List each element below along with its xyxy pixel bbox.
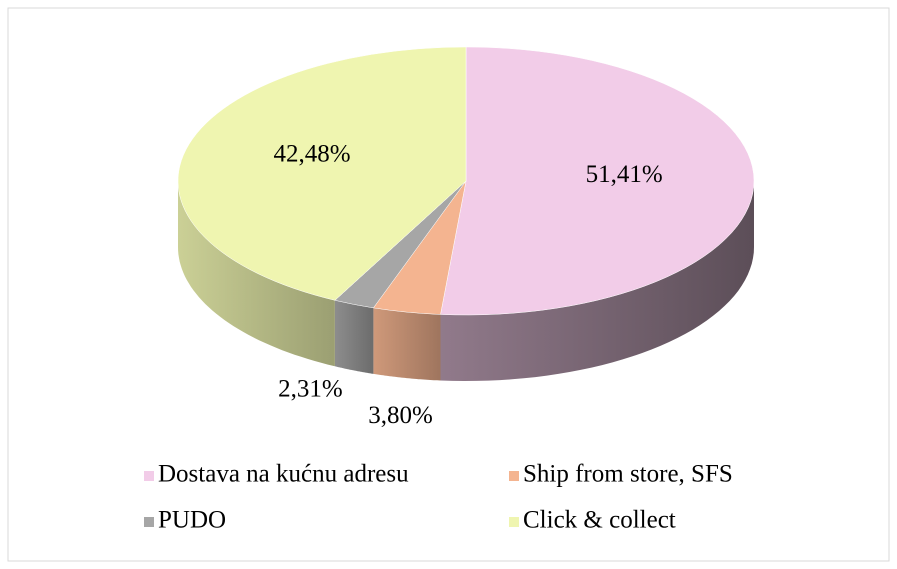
legend-marker xyxy=(509,471,519,481)
slice-side xyxy=(373,307,441,381)
slice-side xyxy=(334,300,374,374)
data-label: 51,41% xyxy=(586,161,663,188)
slice-side xyxy=(440,181,754,381)
data-label: 3,80% xyxy=(368,402,433,429)
legend-marker xyxy=(509,517,519,527)
data-label: 42,48% xyxy=(273,141,350,168)
slice xyxy=(440,46,755,316)
data-label: 2,31% xyxy=(278,376,343,403)
slice xyxy=(177,46,467,301)
legend-label: Dostava na kućnu adresu xyxy=(158,461,409,488)
legend-label: PUDO xyxy=(158,507,226,534)
legend-marker xyxy=(144,471,154,481)
slice-side xyxy=(178,181,335,367)
legend-label: Click & collect xyxy=(523,507,676,534)
legend-label: Ship from store, SFS xyxy=(523,461,733,488)
legend-marker xyxy=(144,517,154,527)
